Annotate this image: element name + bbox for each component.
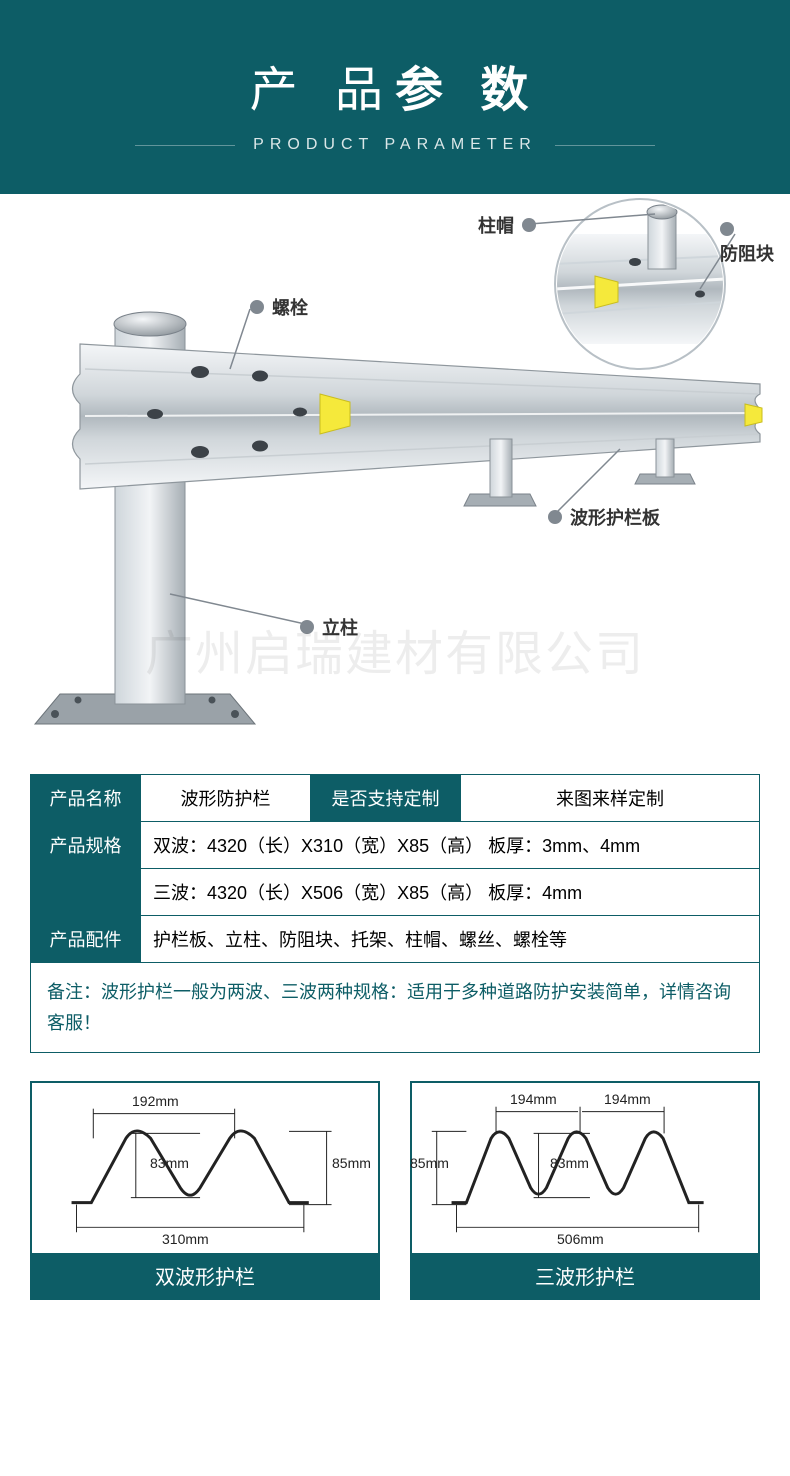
- dim-bottom: 310mm: [162, 1231, 209, 1247]
- dim-top1: 194mm: [510, 1091, 557, 1107]
- callout-dot-icon: [300, 620, 314, 634]
- table-row: 三波：4320（长）X506（宽）X85（高） 板厚：4mm: [31, 869, 760, 916]
- dim-mid: 83mm: [550, 1155, 589, 1171]
- header-banner: 产 品参 数 PRODUCT PARAMETER: [0, 0, 790, 194]
- spec-size-value-1: 双波：4320（长）X310（宽）X85（高） 板厚：3mm、4mm: [141, 822, 760, 869]
- spec-parts-header: 产品配件: [31, 916, 141, 963]
- guardrail-illustration: [0, 194, 790, 754]
- profile-double: 192mm 83mm 85mm 310mm 双波形护栏: [30, 1081, 380, 1300]
- title-cn: 产 品参 数: [0, 50, 790, 120]
- dim-right: 85mm: [332, 1155, 371, 1171]
- profile-triple: 194mm 194mm 85mm 83mm 506mm 三波形护栏: [410, 1081, 760, 1300]
- profile-triple-drawing: 194mm 194mm 85mm 83mm 506mm: [412, 1083, 758, 1253]
- callout-post-label: 立柱: [322, 614, 358, 640]
- table-note-row: 备注：波形护栏一般为两波、三波两种规格：适用于多种道路防护安装简单，详情咨询客服…: [31, 963, 760, 1053]
- table-row: 产品名称 波形防护栏 是否支持定制 来图来样定制: [31, 775, 760, 822]
- table-row: 产品配件 护栏板、立柱、防阻块、托架、柱帽、螺丝、螺栓等: [31, 916, 760, 963]
- dim-top: 192mm: [132, 1093, 179, 1109]
- spec-name-header: 产品名称: [31, 775, 141, 822]
- spec-size-header-2: [31, 869, 141, 916]
- callout-beam: 波形护栏板: [548, 504, 660, 530]
- profile-drawings: 192mm 83mm 85mm 310mm 双波形护栏: [30, 1081, 760, 1300]
- callout-post: 立柱: [300, 614, 358, 640]
- spec-table: 产品名称 波形防护栏 是否支持定制 来图来样定制 产品规格 双波：4320（长）…: [30, 774, 760, 1053]
- title-cn-light: 产 品: [250, 64, 395, 117]
- callout-bolt: 螺栓: [250, 294, 308, 320]
- profile-triple-caption: 三波形护栏: [412, 1253, 758, 1298]
- dim-bottom: 506mm: [557, 1231, 604, 1247]
- callout-cap: 柱帽: [478, 212, 536, 238]
- profile-double-drawing: 192mm 83mm 85mm 310mm: [32, 1083, 378, 1253]
- spec-parts-value: 护栏板、立柱、防阻块、托架、柱帽、螺丝、螺栓等: [141, 916, 760, 963]
- spec-size-value-2: 三波：4320（长）X506（宽）X85（高） 板厚：4mm: [141, 869, 760, 916]
- spec-note: 备注：波形护栏一般为两波、三波两种规格：适用于多种道路防护安装简单，详情咨询客服…: [31, 963, 760, 1053]
- spec-size-header: 产品规格: [31, 822, 141, 869]
- callout-bolt-label: 螺栓: [272, 294, 308, 320]
- product-diagram: 螺栓 柱帽 防阻块 波形护栏板 立柱 广州启瑞建材有限公司: [0, 194, 790, 754]
- spec-custom-value: 来图来样定制: [461, 775, 760, 822]
- dim-left: 85mm: [410, 1155, 449, 1171]
- callout-cap-label: 柱帽: [478, 212, 514, 238]
- callout-block-label: 防阻块: [720, 240, 774, 266]
- divider-right: [555, 145, 655, 146]
- callout-dot-icon: [548, 510, 562, 524]
- callout-block: 防阻块: [720, 222, 774, 266]
- spec-custom-header: 是否支持定制: [311, 775, 461, 822]
- callout-dot-icon: [720, 222, 734, 236]
- divider-left: [135, 145, 235, 146]
- dim-top2: 194mm: [604, 1091, 651, 1107]
- profile-double-caption: 双波形护栏: [32, 1253, 378, 1298]
- spec-name-value: 波形防护栏: [141, 775, 311, 822]
- callout-dot-icon: [522, 218, 536, 232]
- dim-mid: 83mm: [150, 1155, 189, 1171]
- callout-dot-icon: [250, 300, 264, 314]
- title-en-row: PRODUCT PARAMETER: [0, 136, 790, 154]
- title-cn-bold: 参 数: [395, 64, 540, 117]
- table-row: 产品规格 双波：4320（长）X310（宽）X85（高） 板厚：3mm、4mm: [31, 822, 760, 869]
- callout-beam-label: 波形护栏板: [570, 504, 660, 530]
- title-en: PRODUCT PARAMETER: [253, 136, 537, 154]
